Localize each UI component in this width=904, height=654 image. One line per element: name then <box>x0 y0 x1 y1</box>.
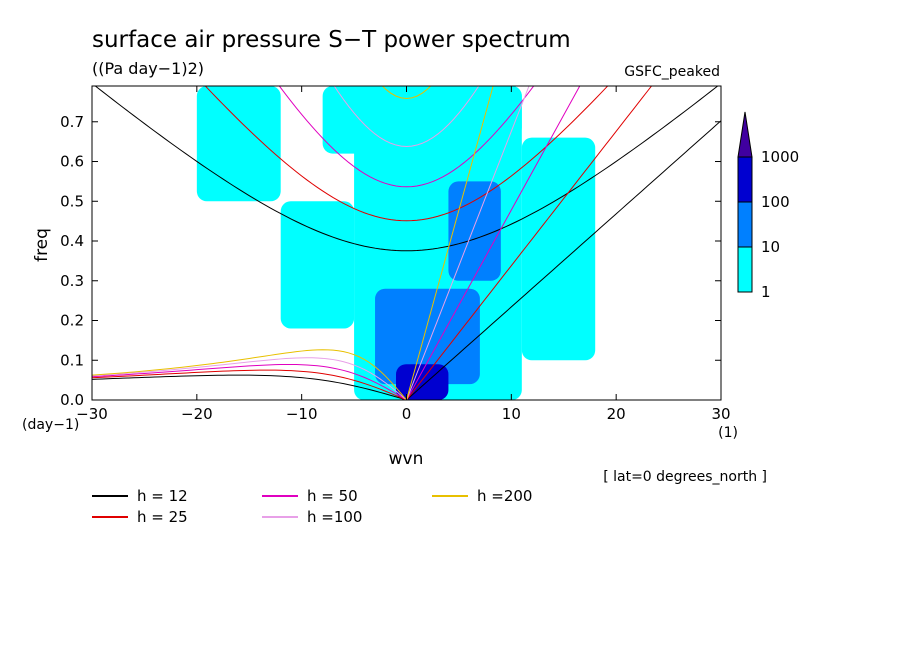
kelvin-curve <box>406 120 721 400</box>
model-tag: GSFC_peaked <box>624 64 720 80</box>
x-tick-label: 30 <box>711 405 730 423</box>
x-axis-ticks: −30 −20 −10 0 10 20 30 <box>76 86 731 423</box>
legend-label: h = 12 <box>137 487 188 505</box>
spectrum-region-level-1 <box>280 201 355 329</box>
spectrum-region-level-1 <box>196 86 281 202</box>
colorbar-label: 10 <box>761 238 780 256</box>
spectrum-region-level-1 <box>322 86 449 154</box>
y-tick-label: 0.6 <box>60 153 84 171</box>
dispersion-curves <box>92 86 721 400</box>
gravity-curve <box>381 86 432 100</box>
x-tick-label: −20 <box>181 405 213 423</box>
y-tick-label: 0.0 <box>60 391 84 409</box>
y-tick-label: 0.3 <box>60 272 84 290</box>
legend: h = 12 h = 25 h = 50 h =100 h =200 <box>92 487 532 526</box>
rossby-curve <box>92 357 407 400</box>
latitude-annotation: [ lat=0 degrees_north ] <box>603 469 767 485</box>
kelvin-curve <box>406 86 494 400</box>
legend-label: h =100 <box>307 508 362 526</box>
x-axis-label: wvn <box>389 449 424 469</box>
colorbar: 1 10 100 1000 <box>737 111 799 301</box>
gravity-curve <box>278 86 535 188</box>
kelvin-curve <box>406 86 581 400</box>
kelvin-curve <box>406 86 530 400</box>
x-tick-label: −30 <box>76 405 108 423</box>
y-tick-label: 0.4 <box>60 232 84 250</box>
gravity-curve <box>94 86 719 252</box>
colorbar-label: 1000 <box>761 148 799 166</box>
y-tick-label: 0.1 <box>60 351 84 369</box>
y-axis-ticks: 0.0 0.1 0.2 0.3 0.4 0.5 0.6 0.7 <box>60 113 721 409</box>
rossby-curve <box>92 349 407 400</box>
x-tick-label: 0 <box>402 405 412 423</box>
colorbar-swatch <box>737 246 753 293</box>
spectrum-region-level-10 <box>375 288 480 385</box>
y-tick-label: 0.5 <box>60 192 84 210</box>
x-tick-label: −10 <box>286 405 318 423</box>
y-axis-label: freq <box>32 228 52 262</box>
rossby-curve <box>92 374 407 400</box>
colorbar-arrow <box>737 111 753 158</box>
rossby-curve <box>92 363 407 400</box>
spectrum-region-level-1 <box>521 137 596 361</box>
spectrum-region-level-10 <box>448 181 501 281</box>
chart-units: ((Pa day−1)2) <box>92 59 204 78</box>
chart-title: surface air pressure S−T power spectrum <box>92 27 571 53</box>
x-tick-label: 20 <box>607 405 626 423</box>
colorbar-swatch <box>737 201 753 248</box>
y-axis-unit: (day−1) <box>22 417 79 433</box>
y-tick-label: 0.7 <box>60 113 84 131</box>
rossby-curve <box>92 369 407 400</box>
colorbar-label: 100 <box>761 193 790 211</box>
gravity-curve <box>204 86 609 222</box>
spectrum-region-level-1 <box>448 86 522 138</box>
legend-label: h =200 <box>477 487 532 505</box>
y-tick-label: 0.2 <box>60 312 84 330</box>
x-axis-unit: (1) <box>718 425 738 441</box>
x-tick-label: 10 <box>502 405 521 423</box>
legend-label: h = 50 <box>307 487 358 505</box>
legend-label: h = 25 <box>137 508 188 526</box>
plot-area: −30 −20 −10 0 10 20 30 0.00.10.20.30.40.50.60.… <box>60 85 731 423</box>
gravity-curve <box>333 86 480 147</box>
colorbar-swatch <box>737 156 753 203</box>
kelvin-curve <box>406 86 653 400</box>
colorbar-label: 1 <box>761 283 771 301</box>
spectrum-fill <box>196 86 596 400</box>
